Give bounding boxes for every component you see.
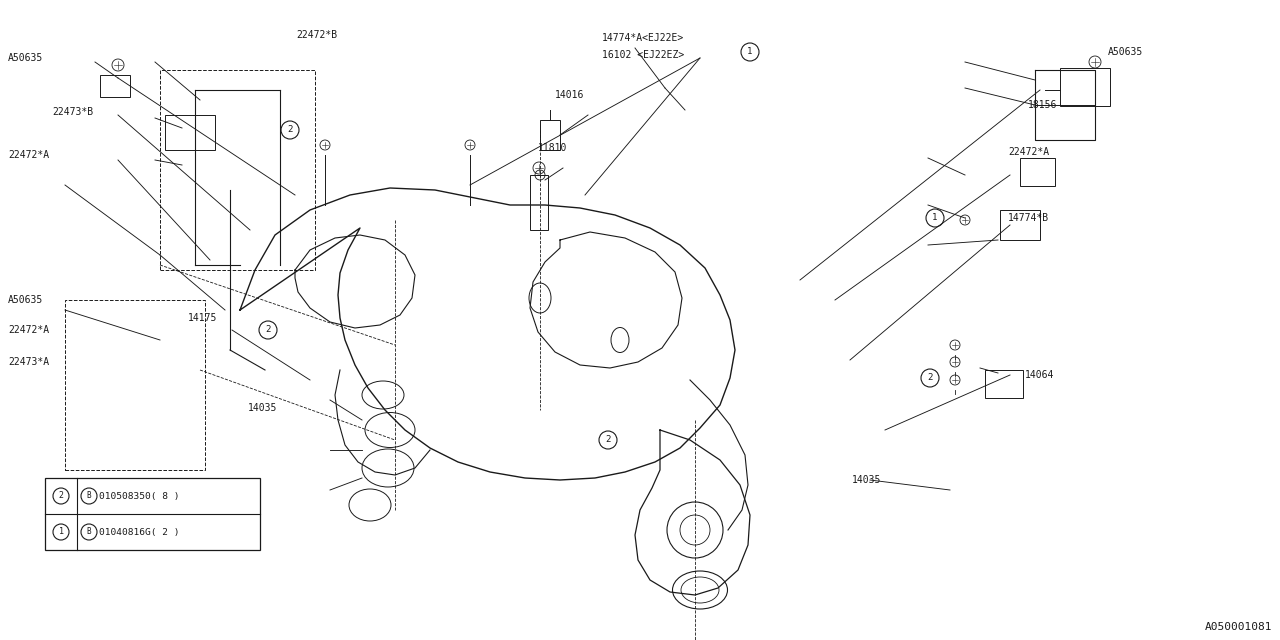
Text: 1: 1: [932, 214, 938, 223]
Text: B: B: [87, 527, 91, 536]
Text: 18156: 18156: [1028, 100, 1057, 110]
Text: A50635: A50635: [8, 295, 44, 305]
Bar: [1000, 210, 1039, 240]
Bar: [100, 75, 131, 97]
Bar: [160, 70, 315, 270]
Text: 01040816G( 2 ): 01040816G( 2 ): [99, 527, 179, 536]
Bar: [1060, 68, 1110, 106]
Bar: [165, 115, 215, 150]
Text: 2: 2: [59, 492, 64, 500]
Text: 1: 1: [748, 47, 753, 56]
Text: B: B: [87, 492, 91, 500]
Text: 22472*A: 22472*A: [8, 150, 49, 160]
Text: 14175: 14175: [188, 313, 218, 323]
Text: 2: 2: [605, 435, 611, 445]
Text: 22473*B: 22473*B: [52, 107, 93, 117]
Bar: [45, 478, 260, 550]
Bar: [1020, 158, 1055, 186]
Text: A50635: A50635: [1108, 47, 1143, 57]
Bar: [530, 175, 548, 230]
Text: 2: 2: [265, 326, 270, 335]
Bar: [986, 370, 1023, 398]
Text: 14064: 14064: [1025, 370, 1055, 380]
Text: 22472*B: 22472*B: [296, 30, 337, 40]
Text: 16102 <EJ22EZ>: 16102 <EJ22EZ>: [602, 50, 685, 60]
Text: 2: 2: [287, 125, 293, 134]
Text: 22472*A: 22472*A: [1009, 147, 1050, 157]
Bar: [540, 120, 561, 150]
Text: A050001081: A050001081: [1204, 622, 1272, 632]
Text: 14774*A<EJ22E>: 14774*A<EJ22E>: [602, 33, 685, 43]
Text: 1: 1: [59, 527, 64, 536]
Text: 2: 2: [927, 374, 933, 383]
Text: 14035: 14035: [852, 475, 882, 485]
Text: 14774*B: 14774*B: [1009, 213, 1050, 223]
Text: 11810: 11810: [538, 143, 567, 153]
Bar: [65, 300, 205, 470]
Text: 14016: 14016: [556, 90, 585, 100]
Text: 22473*A: 22473*A: [8, 357, 49, 367]
Text: 010508350( 8 ): 010508350( 8 ): [99, 492, 179, 500]
Text: A50635: A50635: [8, 53, 44, 63]
Text: 22472*A: 22472*A: [8, 325, 49, 335]
Text: 14035: 14035: [248, 403, 278, 413]
